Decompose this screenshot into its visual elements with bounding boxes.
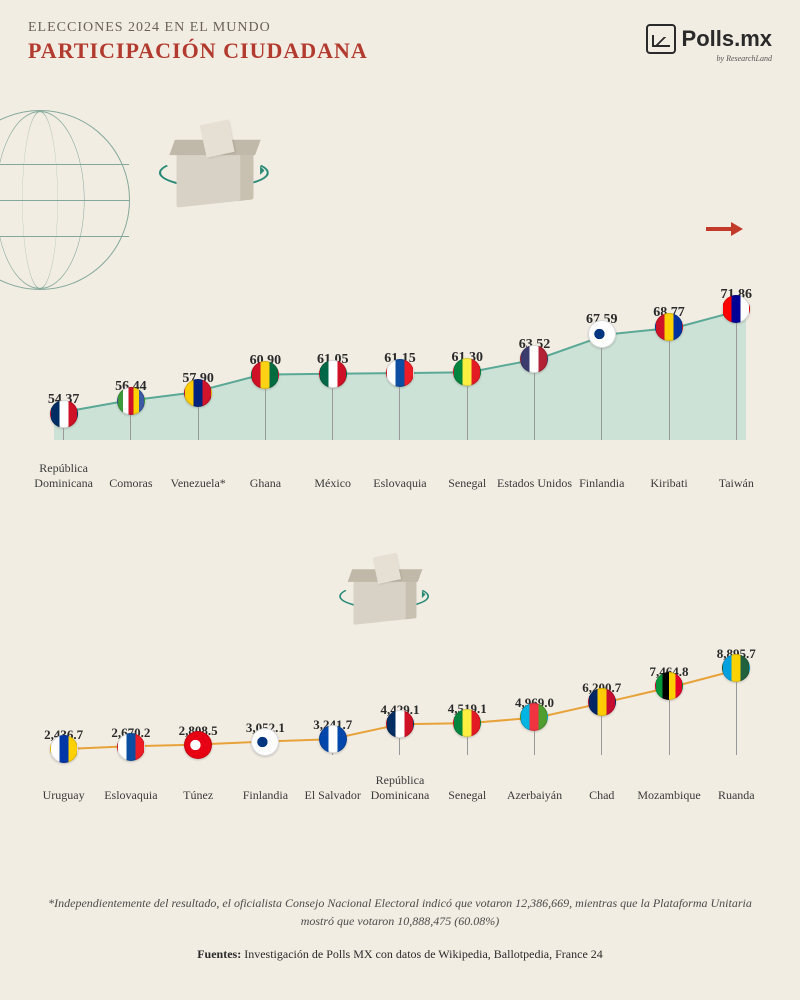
point-stem xyxy=(669,341,670,440)
flag-icon xyxy=(386,710,414,738)
data-point: 6,200.7 Chad xyxy=(568,640,635,820)
point-stem xyxy=(601,716,602,755)
voters-chart: 2,436.7 Uruguay 2,670.2 Eslovaquia 2,808… xyxy=(20,640,780,820)
data-point: 56.44 Comoras xyxy=(97,270,164,500)
chart-points: 54.37 República Dominicana 56.44 Comoras… xyxy=(20,270,780,500)
data-point: 4,969.0 Azerbaiyán xyxy=(501,640,568,820)
ballot-box-icon xyxy=(166,127,265,204)
point-stem xyxy=(534,731,535,755)
point-stem xyxy=(332,388,333,440)
flag-icon xyxy=(184,731,212,759)
header-subtitle: ELECCIONES 2024 EN EL MUNDO xyxy=(28,20,368,36)
data-point: 2,436.7 Uruguay xyxy=(30,640,97,820)
data-point: 7,464.8 Mozambique xyxy=(635,640,702,820)
flag-icon xyxy=(722,654,750,682)
chart-points: 2,436.7 Uruguay 2,670.2 Eslovaquia 2,808… xyxy=(20,640,780,820)
participation-chart: 54.37 República Dominicana 56.44 Comoras… xyxy=(20,270,780,500)
flag-icon xyxy=(588,688,616,716)
data-point: 61.30 Senegal xyxy=(434,270,501,500)
data-point: 2,670.2 Eslovaquia xyxy=(97,640,164,820)
data-point: 67.59 Finlandia xyxy=(568,270,635,500)
flag-icon xyxy=(50,400,78,428)
point-stem xyxy=(467,737,468,755)
flag-icon xyxy=(453,358,481,386)
flag-icon xyxy=(251,728,279,756)
sources-text: Investigación de Polls MX con datos de W… xyxy=(244,947,603,961)
sources: Fuentes: Investigación de Polls MX con d… xyxy=(0,947,800,962)
data-point: 8,895.7 Ruanda xyxy=(703,640,770,820)
ballot-box-icon xyxy=(345,559,426,622)
flag-icon xyxy=(520,345,548,373)
flag-icon xyxy=(386,359,414,387)
data-point: 2,808.5 Túnez xyxy=(165,640,232,820)
point-stem xyxy=(736,323,737,440)
flag-icon xyxy=(520,703,548,731)
data-point: 60.90 Ghana xyxy=(232,270,299,500)
flag-icon xyxy=(50,735,78,763)
logo-byline: by ResearchLand xyxy=(717,54,772,63)
flag-icon xyxy=(588,320,616,348)
background xyxy=(0,0,800,1000)
header-title: PARTICIPACIÓN CIUDADANA xyxy=(28,38,368,64)
footnote: *Independientemente del resultado, el of… xyxy=(40,894,760,930)
point-stem xyxy=(601,348,602,440)
point-stem xyxy=(63,428,64,440)
point-stem xyxy=(399,387,400,440)
point-stem xyxy=(467,386,468,440)
point-stem xyxy=(130,415,131,440)
point-stem xyxy=(332,753,333,755)
point-stem xyxy=(399,738,400,755)
flag-icon xyxy=(319,725,347,753)
flag-icon xyxy=(184,379,212,407)
data-point: 63.52 Estados Unidos xyxy=(501,270,568,500)
point-stem xyxy=(669,700,670,755)
flag-icon xyxy=(655,672,683,700)
data-point: 4,519.1 Senegal xyxy=(434,640,501,820)
sources-label: Fuentes: xyxy=(197,947,241,961)
flag-icon xyxy=(453,709,481,737)
flag-icon xyxy=(722,295,750,323)
data-point: 71.86 Taiwán xyxy=(703,270,770,500)
logo-text: Polls.mx xyxy=(682,26,772,52)
flag-icon xyxy=(251,361,279,389)
point-stem xyxy=(198,407,199,440)
data-point: 61.15 Eslovaquia xyxy=(366,270,433,500)
flag-icon xyxy=(117,733,145,761)
point-stem xyxy=(265,389,266,440)
arrow-right-icon xyxy=(706,222,750,236)
point-stem xyxy=(534,373,535,440)
data-point: 3,241.7 El Salvador xyxy=(299,640,366,820)
flag-icon xyxy=(117,387,145,415)
data-point: 4,429.1 República Dominicana xyxy=(366,640,433,820)
data-point: 3,052.1 Finlandia xyxy=(232,640,299,820)
data-point: 68.77 Kiribati xyxy=(635,270,702,500)
point-stem xyxy=(736,682,737,755)
header: ELECCIONES 2024 EN EL MUNDO PARTICIPACIÓ… xyxy=(28,20,368,64)
flag-icon xyxy=(655,313,683,341)
data-point: 57.90 Venezuela* xyxy=(165,270,232,500)
chart-box-icon xyxy=(646,24,676,54)
flag-icon xyxy=(319,360,347,388)
brand-logo: Polls.mx by ResearchLand xyxy=(646,24,772,54)
point-label: Ruanda xyxy=(696,788,776,802)
data-point: 61.05 México xyxy=(299,270,366,500)
data-point: 54.37 República Dominicana xyxy=(30,270,97,500)
point-label: Taiwán xyxy=(696,476,776,490)
